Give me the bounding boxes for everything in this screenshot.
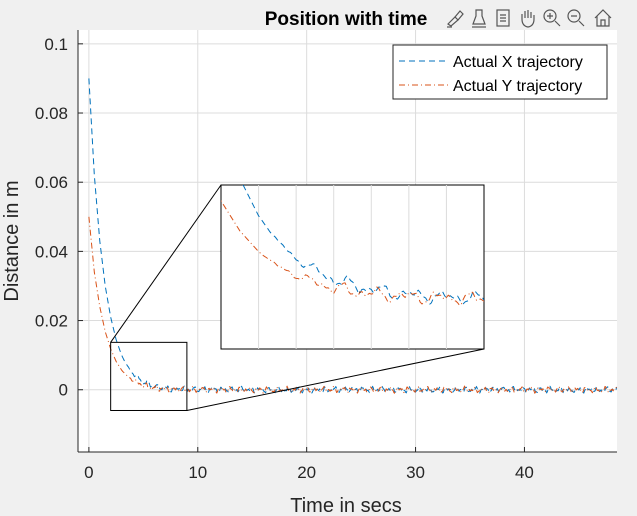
y-tick-label: 0 — [59, 381, 68, 400]
inset-series-line-0 — [242, 185, 484, 306]
zoom-connector-bottom — [186, 348, 485, 411]
x-axis-title: Time in secs — [290, 495, 402, 516]
x-tick-label: 0 — [84, 463, 93, 482]
y-tick-label: 0.1 — [44, 35, 68, 54]
inset-marker-dot — [359, 291, 361, 293]
x-tick-label: 40 — [515, 463, 534, 482]
y-tick-label: 0.08 — [35, 104, 68, 123]
zoom-in-icon[interactable] — [543, 9, 561, 27]
series-main — [88, 78, 617, 395]
pan-icon[interactable] — [521, 10, 535, 28]
legend-label-x: Actual X trajectory — [453, 54, 583, 71]
brush-icon[interactable] — [447, 10, 464, 28]
tick-labels: 0 10 20 30 40 0 0.02 0.04 0.06 0.08 0.1 — [35, 35, 534, 482]
chart-title: Position with time — [265, 9, 428, 30]
y-axis-title: Distance in m — [1, 180, 23, 301]
home-icon[interactable] — [594, 9, 612, 27]
data-tips-icon[interactable] — [472, 9, 486, 28]
y-tick-label: 0.04 — [35, 242, 68, 261]
legend-label-y: Actual Y trajectory — [453, 78, 582, 95]
x-tick-label: 30 — [406, 463, 425, 482]
export-icon[interactable] — [496, 9, 510, 27]
zoom-out-icon[interactable] — [567, 9, 585, 27]
x-tick-label: 20 — [297, 463, 316, 482]
zoom-connector-top — [110, 184, 222, 343]
inset-grid — [258, 185, 447, 349]
inset-plot-area — [220, 184, 485, 350]
series-line-1 — [88, 216, 617, 395]
inset-series-line-1 — [221, 199, 484, 307]
axes-toolbar — [447, 9, 612, 28]
zoom-box — [110, 341, 188, 411]
series-inset — [221, 185, 484, 307]
legend[interactable]: Actual X trajectory Actual Y trajectory — [392, 44, 608, 100]
y-tick-label: 0.06 — [35, 173, 68, 192]
x-tick-label: 10 — [188, 463, 207, 482]
legend-box — [392, 44, 608, 100]
y-tick-label: 0.02 — [35, 312, 68, 331]
tick-marks — [78, 43, 525, 452]
